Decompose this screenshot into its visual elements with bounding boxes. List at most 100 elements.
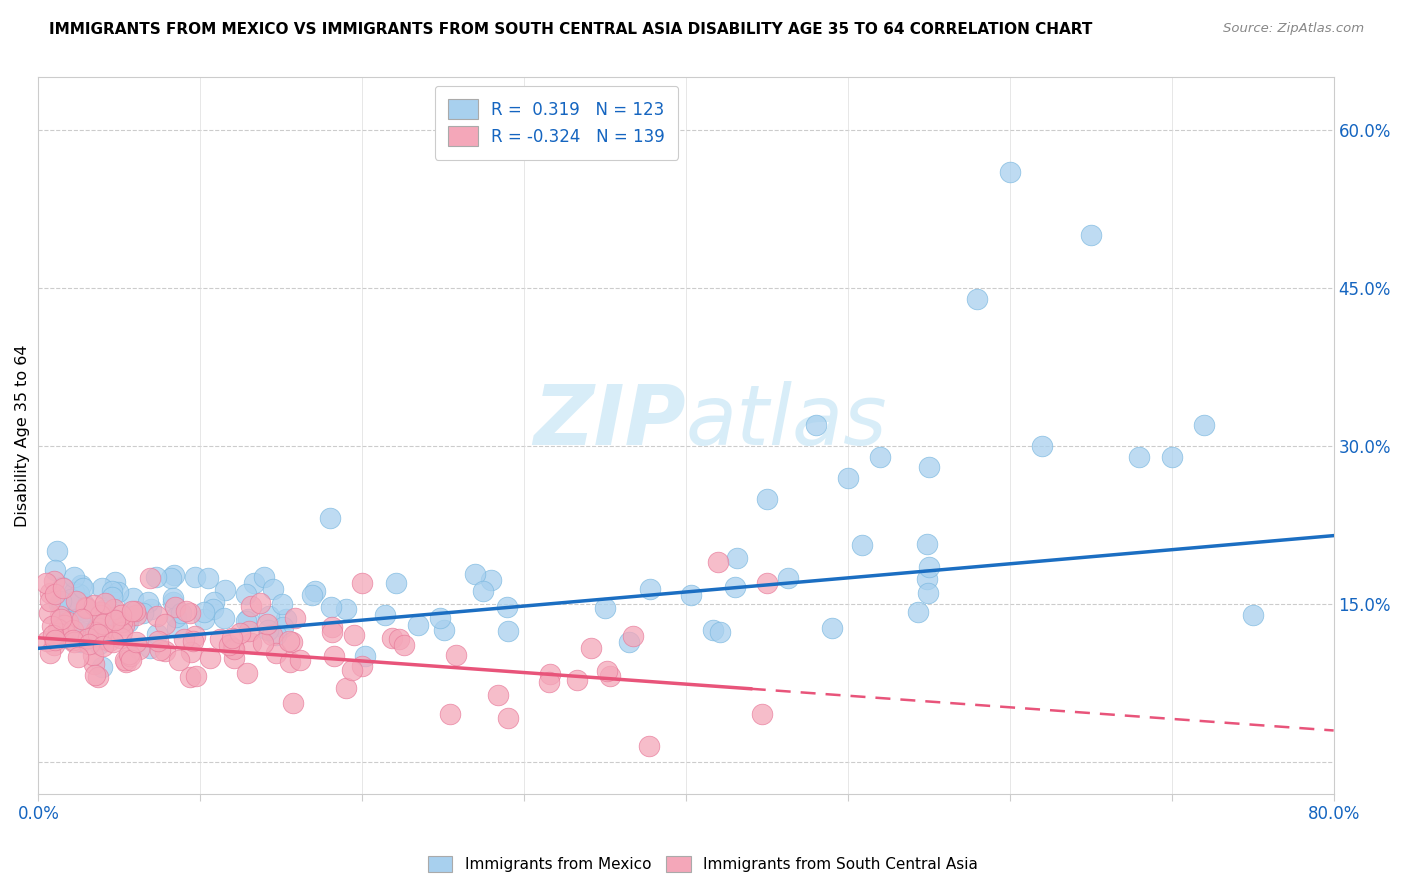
Point — [1080, 228, 1102, 243]
Point — [486, 688, 509, 702]
Text: Source: ZipAtlas.com: Source: ZipAtlas.com — [1223, 22, 1364, 36]
Point — [281, 696, 304, 710]
Point — [155, 644, 177, 658]
Point — [281, 634, 304, 648]
Point — [915, 537, 938, 551]
Point — [837, 471, 859, 485]
Point — [48, 608, 70, 623]
Point — [82, 648, 104, 662]
Point — [181, 634, 204, 648]
Point — [193, 606, 215, 620]
Point — [271, 597, 294, 611]
Point — [433, 623, 456, 637]
Point — [51, 580, 73, 594]
Point — [184, 669, 207, 683]
Point — [496, 711, 519, 725]
Point — [94, 602, 117, 616]
Point — [212, 611, 235, 625]
Point — [725, 551, 748, 566]
Point — [84, 668, 107, 682]
Point — [91, 603, 114, 617]
Point — [103, 602, 125, 616]
Point — [67, 650, 90, 665]
Point — [429, 611, 451, 625]
Point — [444, 648, 467, 663]
Point — [915, 572, 938, 586]
Point — [44, 586, 66, 600]
Point — [162, 567, 184, 582]
Point — [59, 624, 82, 638]
Point — [41, 619, 63, 633]
Point — [966, 292, 988, 306]
Point — [89, 607, 111, 622]
Point — [335, 681, 357, 695]
Point — [755, 491, 778, 506]
Point — [114, 653, 136, 667]
Point — [335, 602, 357, 616]
Point — [197, 571, 219, 585]
Point — [56, 615, 79, 629]
Point — [89, 608, 111, 623]
Point — [464, 566, 486, 581]
Point — [319, 599, 342, 614]
Point — [60, 591, 83, 606]
Point — [63, 635, 86, 649]
Point — [202, 602, 225, 616]
Point — [87, 637, 110, 651]
Point — [262, 627, 284, 641]
Point — [496, 599, 519, 614]
Point — [238, 624, 260, 639]
Point — [38, 586, 60, 600]
Point — [52, 618, 75, 632]
Text: ZIP: ZIP — [533, 381, 686, 462]
Point — [262, 582, 284, 596]
Point — [117, 615, 139, 629]
Point — [128, 642, 150, 657]
Point — [385, 576, 408, 591]
Point — [46, 624, 69, 638]
Point — [79, 636, 101, 650]
Point — [167, 653, 190, 667]
Point — [124, 604, 146, 618]
Point — [224, 650, 246, 665]
Point — [90, 605, 112, 619]
Point — [89, 632, 111, 646]
Point — [235, 614, 257, 628]
Point — [124, 634, 146, 648]
Point — [239, 636, 262, 650]
Point — [166, 621, 188, 635]
Point — [804, 417, 827, 432]
Point — [67, 587, 90, 601]
Point — [100, 584, 122, 599]
Point — [343, 628, 366, 642]
Point — [136, 595, 159, 609]
Point — [352, 659, 374, 673]
Point — [120, 649, 142, 664]
Point — [239, 599, 262, 614]
Point — [236, 612, 259, 626]
Point — [65, 604, 87, 618]
Point — [709, 625, 731, 640]
Point — [278, 634, 301, 648]
Point — [599, 668, 621, 682]
Point — [153, 616, 176, 631]
Point — [218, 638, 240, 652]
Point — [637, 739, 659, 753]
Point — [352, 576, 374, 591]
Point — [200, 650, 222, 665]
Point — [84, 629, 107, 643]
Point — [87, 670, 110, 684]
Point — [1031, 439, 1053, 453]
Point — [229, 626, 252, 640]
Point — [288, 653, 311, 667]
Point — [621, 629, 644, 643]
Point — [184, 570, 207, 584]
Point — [222, 640, 245, 655]
Point — [323, 649, 346, 664]
Point — [132, 606, 155, 620]
Point — [917, 586, 939, 600]
Point — [72, 596, 94, 610]
Point — [193, 611, 215, 625]
Point — [170, 606, 193, 620]
Point — [471, 584, 494, 599]
